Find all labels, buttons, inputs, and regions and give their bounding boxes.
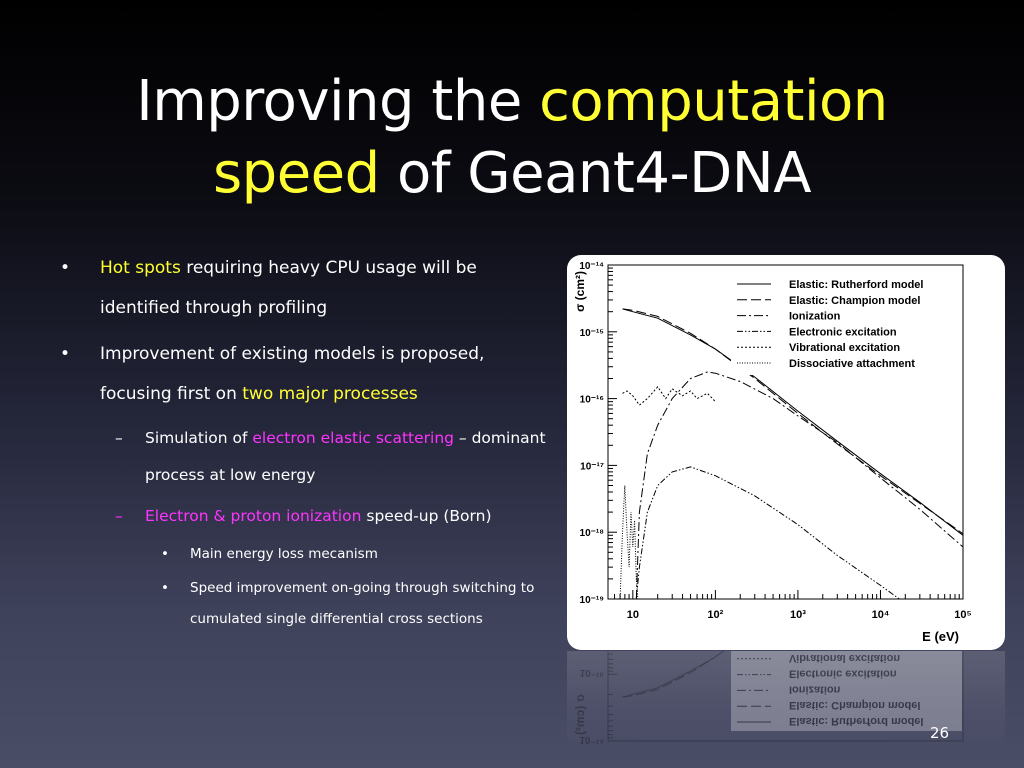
y-tick-label: 10⁻¹⁵ [580,667,605,678]
legend-box [731,275,962,375]
cross-section-chart-card: 10 10² 10³ 10⁴ 10⁵ 10⁻¹⁴ 10⁻¹⁵ 10⁻¹⁶ 10⁻¹⁷ 10⁻¹⁸ 1… [567,255,1005,650]
series-line-4 [622,385,716,406]
subbullet-ionization: – Electron & proton ionization speed-up … [58,498,548,535]
title-part-1: Improving the [136,69,540,134]
legend: Elastic: Rutherford model Elastic: Champi… [731,275,962,375]
series-line-2 [635,371,963,599]
bullet-text: Improvement of existing models is propos… [100,344,485,404]
subbullet-text-after: speed-up (Born) [361,507,492,525]
title-highlight-computation: computation [539,69,888,134]
y-tick-label: 10⁻¹⁶ [580,395,604,406]
y-axis-label: σ (cm²) [573,271,587,312]
x-tick-label: 10³ [790,609,806,621]
x-tick-label: 10⁴ [872,609,890,621]
ticks-layer: 1010²10³10⁴10⁵10⁻¹⁴10⁻¹⁵10⁻¹⁶10⁻¹⁷10⁻¹⁸1… [579,653,617,745]
bullet-highlight-hot-spots: Hot spots [100,258,181,278]
y-tick-label: 10⁻¹⁸ [580,528,605,539]
title-highlight-speed: speed [212,141,380,206]
legend-label: Vibrational excitation [789,342,900,354]
subsubbullet-text: Main energy loss mecanism [190,546,378,562]
series-line-5 [619,485,640,599]
y-tick-label: 10⁻¹⁷ [580,461,604,472]
ticks-layer: 10 10² 10³ 10⁴ 10⁵ 10⁻¹⁴ 10⁻¹⁵ 10⁻¹⁶ 10⁻¹⁷ 10⁻¹⁸ 1… [579,261,971,621]
legend: Elastic: Rutherford model Elastic: Champi… [731,651,962,731]
x-tick-label: 10⁵ [954,609,971,621]
cross-section-chart: 10 10² 10³ 10⁴ 10⁵ 10⁻¹⁴ 10⁻¹⁵ 10⁻¹⁶ 10⁻¹⁷ 10⁻¹⁸ 1… [573,261,972,644]
subbullet-highlight-elastic: electron elastic scattering [252,429,454,447]
y-tick-label: 10⁻¹⁹ [580,595,605,606]
y-axis-label: σ (cm²) [573,694,587,735]
series-layer [622,651,963,698]
bullet-hot-spots: • Hot spots requiring heavy CPU usage wi… [58,248,548,328]
series-line-1 [622,308,963,535]
bullet-highlight-two-processes: two major processes [242,384,418,404]
y-tick-label: 10⁻¹⁴ [579,734,604,745]
legend-label: Ionization [789,683,841,695]
bullet-list: • Hot spots requiring heavy CPU usage wi… [58,248,548,638]
x-tick-label: 10 [627,609,639,621]
subbullet-marker: – [115,507,123,525]
legend-label: Vibrational excitation [789,652,900,664]
x-axis-label: E (eV) [922,629,959,644]
legend-label: Elastic: Rutherford model [789,279,923,291]
subsubbullet-text: Speed improvement on-going through switc… [190,580,535,627]
subsubbullet-marker: • [161,546,169,562]
subbullet-text: Simulation of [145,429,253,447]
chart-reflection: 1010²10³10⁴10⁵10⁻¹⁴10⁻¹⁵10⁻¹⁶10⁻¹⁷10⁻¹⁸1… [567,651,1005,751]
subbullet-text-after: – dominant process at low energy [145,429,546,484]
bullet-text: requiring heavy CPU usage will be identi… [100,258,477,318]
subsubbullet-speed-improvement: • Speed improvement on-going through swi… [58,573,548,635]
legend-box [731,651,962,731]
series-line-0 [622,308,963,536]
legend-label: Electronic excitation [789,668,897,680]
legend-label: Dissociative attachment [789,358,915,370]
title-part-2: of Geant4-DNA [379,141,812,206]
legend-label: Elastic: Champion model [789,699,920,711]
subbullet-highlight-ionization: Electron & proton ionization [145,507,362,525]
subbullet-elastic-scattering: – Simulation of electron elastic scatter… [58,420,548,494]
legend-label: Electronic excitation [789,326,897,338]
subsubbullet-energy-loss: • Main energy loss mecanism [58,539,548,570]
series-layer [619,308,963,599]
bullet-marker: • [60,344,71,364]
chart-reflection-image: 1010²10³10⁴10⁵10⁻¹⁴10⁻¹⁵10⁻¹⁶10⁻¹⁷10⁻¹⁸1… [573,651,964,745]
bullet-marker: • [60,258,71,278]
legend-label: Elastic: Champion model [789,295,920,307]
y-tick-label: 10⁻¹⁴ [579,261,604,272]
slide-title: Improving the computation speed of Geant… [60,66,964,210]
series-line-3 [635,466,901,599]
bullet-improvement: • Improvement of existing models is prop… [58,334,548,414]
page-number: 26 [930,724,950,742]
subsubbullet-marker: • [161,580,169,596]
subbullet-marker: – [115,429,123,447]
series-line-0 [622,651,963,698]
plot-frame [607,651,964,742]
y-tick-label: 10⁻¹⁵ [580,328,605,339]
x-tick-label: 10² [707,609,723,621]
legend-label: Elastic: Rutherford model [789,715,923,727]
legend-label: Ionization [789,311,841,323]
